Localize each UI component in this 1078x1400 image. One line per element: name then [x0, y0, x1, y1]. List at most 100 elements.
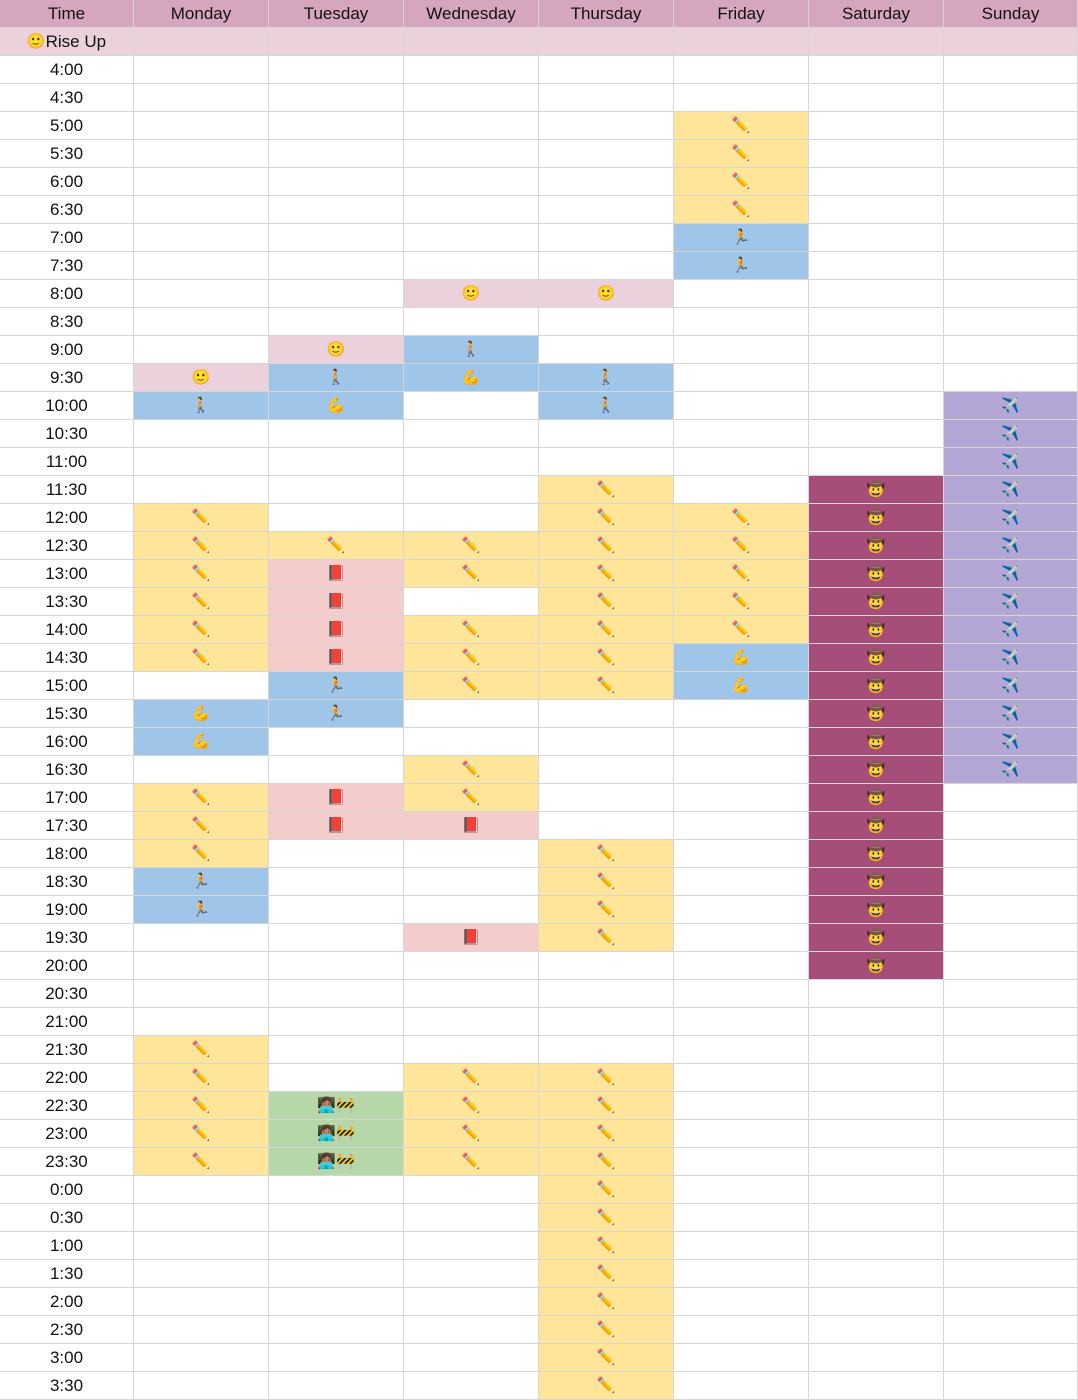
slot-tuesday-0-30[interactable] — [269, 1204, 404, 1232]
slot-sunday-23-30[interactable] — [944, 1148, 1078, 1176]
slot-monday-13-30[interactable]: ✏️ — [134, 588, 269, 616]
slot-monday-5-00[interactable] — [134, 112, 269, 140]
slot-saturday-10-30[interactable] — [809, 420, 944, 448]
slot-thursday-13-30[interactable]: ✏️ — [539, 588, 674, 616]
slot-tuesday-22-00[interactable] — [269, 1064, 404, 1092]
slot-wednesday-19-30[interactable]: 📕 — [404, 924, 539, 952]
slot-tuesday-20-00[interactable] — [269, 952, 404, 980]
slot-saturday-11-00[interactable] — [809, 448, 944, 476]
slot-wednesday-20-00[interactable] — [404, 952, 539, 980]
slot-saturday-17-00[interactable]: 🤠 — [809, 784, 944, 812]
slot-sunday-15-00[interactable]: ✈️ — [944, 672, 1078, 700]
slot-monday-23-00[interactable]: ✏️ — [134, 1120, 269, 1148]
slot-thursday-9-30[interactable]: 🚶 — [539, 364, 674, 392]
slot-wednesday-1-30[interactable] — [404, 1260, 539, 1288]
slot-monday-12-30[interactable]: ✏️ — [134, 532, 269, 560]
time-cell[interactable]: 21:30 — [0, 1036, 134, 1064]
slot-tuesday-2-30[interactable] — [269, 1316, 404, 1344]
slot-tuesday-9-30[interactable]: 🚶 — [269, 364, 404, 392]
slot-friday-1-30[interactable] — [674, 1260, 809, 1288]
slot-thursday-19-00[interactable]: ✏️ — [539, 896, 674, 924]
slot-thursday-22-00[interactable]: ✏️ — [539, 1064, 674, 1092]
slot-thursday-11-00[interactable] — [539, 448, 674, 476]
time-cell[interactable]: 4:30 — [0, 84, 134, 112]
slot-wednesday-21-00[interactable] — [404, 1008, 539, 1036]
slot-friday-6-30[interactable]: ✏️ — [674, 196, 809, 224]
time-cell[interactable]: 20:30 — [0, 980, 134, 1008]
slot-tuesday-8-30[interactable] — [269, 308, 404, 336]
slot-thursday-18-30[interactable]: ✏️ — [539, 868, 674, 896]
slot-wednesday-15-00[interactable]: ✏️ — [404, 672, 539, 700]
slot-wednesday-17-30[interactable]: 📕 — [404, 812, 539, 840]
time-cell[interactable]: 8:00 — [0, 280, 134, 308]
slot-thursday-7-30[interactable] — [539, 252, 674, 280]
slot-saturday-4-00[interactable] — [809, 56, 944, 84]
slot-wednesday-20-30[interactable] — [404, 980, 539, 1008]
slot-thursday-20-00[interactable] — [539, 952, 674, 980]
slot-saturday-7-00[interactable] — [809, 224, 944, 252]
slot-saturday-21-00[interactable] — [809, 1008, 944, 1036]
time-cell[interactable]: 14:00 — [0, 616, 134, 644]
time-cell[interactable]: 15:00 — [0, 672, 134, 700]
slot-monday-22-30[interactable]: ✏️ — [134, 1092, 269, 1120]
slot-thursday-1-30[interactable]: ✏️ — [539, 1260, 674, 1288]
time-cell[interactable]: 19:30 — [0, 924, 134, 952]
slot-monday-2-00[interactable] — [134, 1288, 269, 1316]
slot-tuesday-0-00[interactable] — [269, 1176, 404, 1204]
slot-wednesday-9-30[interactable]: 💪 — [404, 364, 539, 392]
slot-monday-4-00[interactable] — [134, 56, 269, 84]
slot-thursday-8-00[interactable]: 🙂 — [539, 280, 674, 308]
slot-tuesday-18-30[interactable] — [269, 868, 404, 896]
slot-sunday-17-30[interactable] — [944, 812, 1078, 840]
slot-wednesday-10-30[interactable] — [404, 420, 539, 448]
slot-friday-2-00[interactable] — [674, 1288, 809, 1316]
slot-saturday-20-30[interactable] — [809, 980, 944, 1008]
slot-saturday-23-00[interactable] — [809, 1120, 944, 1148]
time-cell[interactable]: 7:30 — [0, 252, 134, 280]
slot-thursday-16-30[interactable] — [539, 756, 674, 784]
slot-saturday-1-30[interactable] — [809, 1260, 944, 1288]
slot-wednesday-3-00[interactable] — [404, 1344, 539, 1372]
time-cell[interactable]: 20:00 — [0, 952, 134, 980]
time-cell[interactable]: 21:00 — [0, 1008, 134, 1036]
header-wednesday-cell[interactable]: Wednesday — [404, 0, 539, 28]
slot-thursday-13-00[interactable]: ✏️ — [539, 560, 674, 588]
slot-tuesday-11-00[interactable] — [269, 448, 404, 476]
time-cell[interactable]: 17:00 — [0, 784, 134, 812]
slot-friday-5-30[interactable]: ✏️ — [674, 140, 809, 168]
time-cell[interactable]: 16:00 — [0, 728, 134, 756]
slot-sunday-8-00[interactable] — [944, 280, 1078, 308]
time-cell[interactable]: 18:30 — [0, 868, 134, 896]
slot-friday-21-30[interactable] — [674, 1036, 809, 1064]
slot-monday-1-30[interactable] — [134, 1260, 269, 1288]
slot-tuesday-4-30[interactable] — [269, 84, 404, 112]
slot-tuesday-17-00[interactable]: 📕 — [269, 784, 404, 812]
time-cell[interactable]: 12:00 — [0, 504, 134, 532]
slot-sunday-18-30[interactable] — [944, 868, 1078, 896]
rise-up-wednesday-cell[interactable] — [404, 28, 539, 56]
slot-monday-12-00[interactable]: ✏️ — [134, 504, 269, 532]
slot-sunday-4-30[interactable] — [944, 84, 1078, 112]
rise-up-friday-cell[interactable] — [674, 28, 809, 56]
slot-sunday-18-00[interactable] — [944, 840, 1078, 868]
slot-tuesday-7-00[interactable] — [269, 224, 404, 252]
slot-tuesday-9-00[interactable]: 🙂 — [269, 336, 404, 364]
time-cell[interactable]: 17:30 — [0, 812, 134, 840]
slot-saturday-16-00[interactable]: 🤠 — [809, 728, 944, 756]
time-cell[interactable]: 23:00 — [0, 1120, 134, 1148]
slot-wednesday-13-30[interactable] — [404, 588, 539, 616]
slot-tuesday-10-30[interactable] — [269, 420, 404, 448]
header-time-cell[interactable]: Time — [0, 0, 134, 28]
slot-tuesday-3-00[interactable] — [269, 1344, 404, 1372]
slot-friday-7-30[interactable]: 🏃 — [674, 252, 809, 280]
slot-saturday-19-30[interactable]: 🤠 — [809, 924, 944, 952]
slot-monday-0-30[interactable] — [134, 1204, 269, 1232]
slot-sunday-3-00[interactable] — [944, 1344, 1078, 1372]
slot-monday-6-30[interactable] — [134, 196, 269, 224]
slot-sunday-19-30[interactable] — [944, 924, 1078, 952]
slot-saturday-11-30[interactable]: 🤠 — [809, 476, 944, 504]
slot-thursday-6-00[interactable] — [539, 168, 674, 196]
slot-wednesday-8-00[interactable]: 🙂 — [404, 280, 539, 308]
slot-sunday-1-00[interactable] — [944, 1232, 1078, 1260]
slot-friday-16-30[interactable] — [674, 756, 809, 784]
